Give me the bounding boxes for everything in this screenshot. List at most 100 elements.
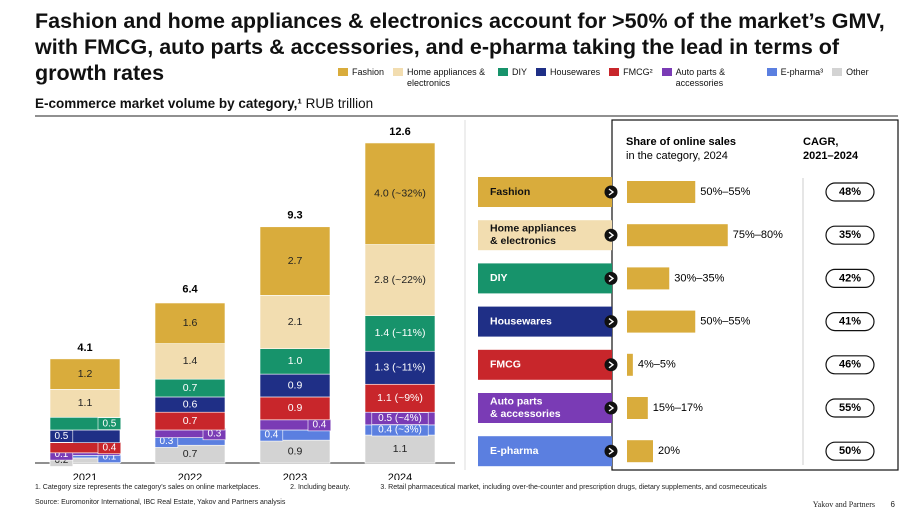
source: Source: Euromonitor International, IBC R… xyxy=(35,499,286,506)
category-label: Fashion xyxy=(490,186,530,198)
share-bar xyxy=(627,224,728,247)
share-label: 20% xyxy=(658,445,680,457)
cagr-label: 35% xyxy=(839,229,861,241)
value-label-box xyxy=(371,412,429,425)
legend: Fashion Home appliances & electronics DIY H… xyxy=(338,67,869,89)
x-tick-label: 2021 xyxy=(73,472,97,480)
legend-swatch xyxy=(338,68,348,76)
legend-swatch xyxy=(609,68,620,76)
arrow-chevron xyxy=(608,404,615,412)
share-header: Share of online sales xyxy=(626,136,736,148)
total-label: 9.3 xyxy=(287,210,302,222)
arrow-icon xyxy=(604,358,618,372)
share-label: 30%–35% xyxy=(674,272,724,284)
value-label: 0.1 xyxy=(102,451,116,462)
share-label: 4%–5% xyxy=(638,359,676,371)
category-box xyxy=(478,349,612,380)
category-label: Auto parts xyxy=(490,396,543,408)
category-label: FMCG xyxy=(490,359,521,371)
x-tick-label: 2022 xyxy=(178,472,202,480)
value-label: 0.9 xyxy=(288,402,303,414)
cagr-header: 2021–2024 xyxy=(803,150,859,162)
legend-label: DIY xyxy=(512,67,528,77)
total-label: 4.1 xyxy=(77,342,92,354)
value-label: 0.3 xyxy=(159,436,173,447)
share-bar xyxy=(627,353,633,376)
page-number: 6 xyxy=(890,500,895,509)
bar-segment xyxy=(154,343,226,380)
arrow-icon xyxy=(604,185,618,199)
bar-segment xyxy=(364,142,436,245)
footnote: 1. Category size represents the category… xyxy=(35,484,261,491)
legend-swatch xyxy=(832,68,843,76)
value-label: 0.7 xyxy=(183,382,198,394)
value-label: 2.8 (~22%) xyxy=(374,274,426,286)
bar-segment xyxy=(364,315,436,352)
value-label: 0.2 xyxy=(54,455,68,466)
brand: Yakov and Partners xyxy=(812,500,875,509)
legend-item: E-pharma³ xyxy=(766,67,824,89)
subtitle: E-commerce market volume by category,¹ R… xyxy=(35,96,373,111)
category-label: Home appliances xyxy=(490,223,577,235)
value-label: 0.4 xyxy=(102,442,116,453)
category-label: & electronics xyxy=(490,235,556,247)
bar-segment xyxy=(259,295,331,349)
cagr-label: 48% xyxy=(839,186,861,198)
legend-item: Housewares xyxy=(536,67,600,89)
value-label: 1.1 xyxy=(393,443,408,455)
legend-label: Home appliances & electronics xyxy=(407,67,486,88)
value-label: 0.4 xyxy=(312,420,326,431)
legend-item: Home appliances & electronics xyxy=(393,67,489,89)
value-label: 1.2 xyxy=(78,368,93,380)
bar-segment xyxy=(364,244,436,316)
arrow-chevron xyxy=(608,318,615,326)
share-bar xyxy=(627,397,648,419)
total-label: 12.6 xyxy=(389,126,410,138)
value-label: 0.6 xyxy=(183,398,198,410)
arrow-icon xyxy=(604,228,618,242)
legend-label: Auto parts & accessories xyxy=(675,67,726,88)
arrow-icon xyxy=(604,401,618,415)
legend-item: Fashion xyxy=(338,67,384,89)
legend-label: Housewares xyxy=(550,67,601,77)
category-label: E-pharma xyxy=(490,445,539,457)
arrow-icon xyxy=(604,315,618,329)
cagr-pill xyxy=(825,355,875,375)
x-tick-label: 2024 xyxy=(388,472,412,480)
legend-label: E-pharma³ xyxy=(780,67,824,77)
footnote: 2. Including beauty. xyxy=(290,484,351,491)
cagr-label: 46% xyxy=(839,359,861,371)
category-box xyxy=(478,306,612,337)
category-label: DIY xyxy=(490,272,508,284)
value-label: 2.7 xyxy=(288,255,303,267)
category-box xyxy=(478,393,612,423)
legend-swatch xyxy=(661,68,672,76)
category-label: Housewares xyxy=(490,315,552,327)
share-header: in the category, 2024 xyxy=(626,150,728,162)
total-label: 6.4 xyxy=(182,283,198,295)
bar-segment xyxy=(364,350,436,385)
share-label: 50%–55% xyxy=(700,316,750,328)
arrow-chevron xyxy=(608,447,615,455)
value-label: 1.4 xyxy=(183,355,198,367)
cagr-label: 55% xyxy=(839,402,861,414)
value-label: 0.9 xyxy=(288,379,303,391)
category-box xyxy=(478,220,612,251)
share-label: 15%–17% xyxy=(653,402,703,414)
value-label: 2.1 xyxy=(288,316,303,328)
legend-swatch xyxy=(766,68,777,76)
legend-label: Fashion xyxy=(352,67,385,77)
cagr-pill xyxy=(825,398,875,418)
value-label: 1.3 (~11%) xyxy=(375,362,426,374)
legend-swatch xyxy=(498,68,509,76)
value-label: 0.5 xyxy=(102,418,116,429)
cagr-label: 50% xyxy=(839,445,861,457)
share-bar xyxy=(627,440,653,463)
bar-segment xyxy=(49,389,121,418)
arrow-icon xyxy=(604,444,618,458)
footnote: 3. Retail pharmaceutical market, includi… xyxy=(380,484,767,491)
bar-segment xyxy=(259,348,331,375)
value-label: 0.4 xyxy=(264,430,278,441)
arrow-chevron xyxy=(608,231,615,239)
value-label-box xyxy=(97,417,122,430)
